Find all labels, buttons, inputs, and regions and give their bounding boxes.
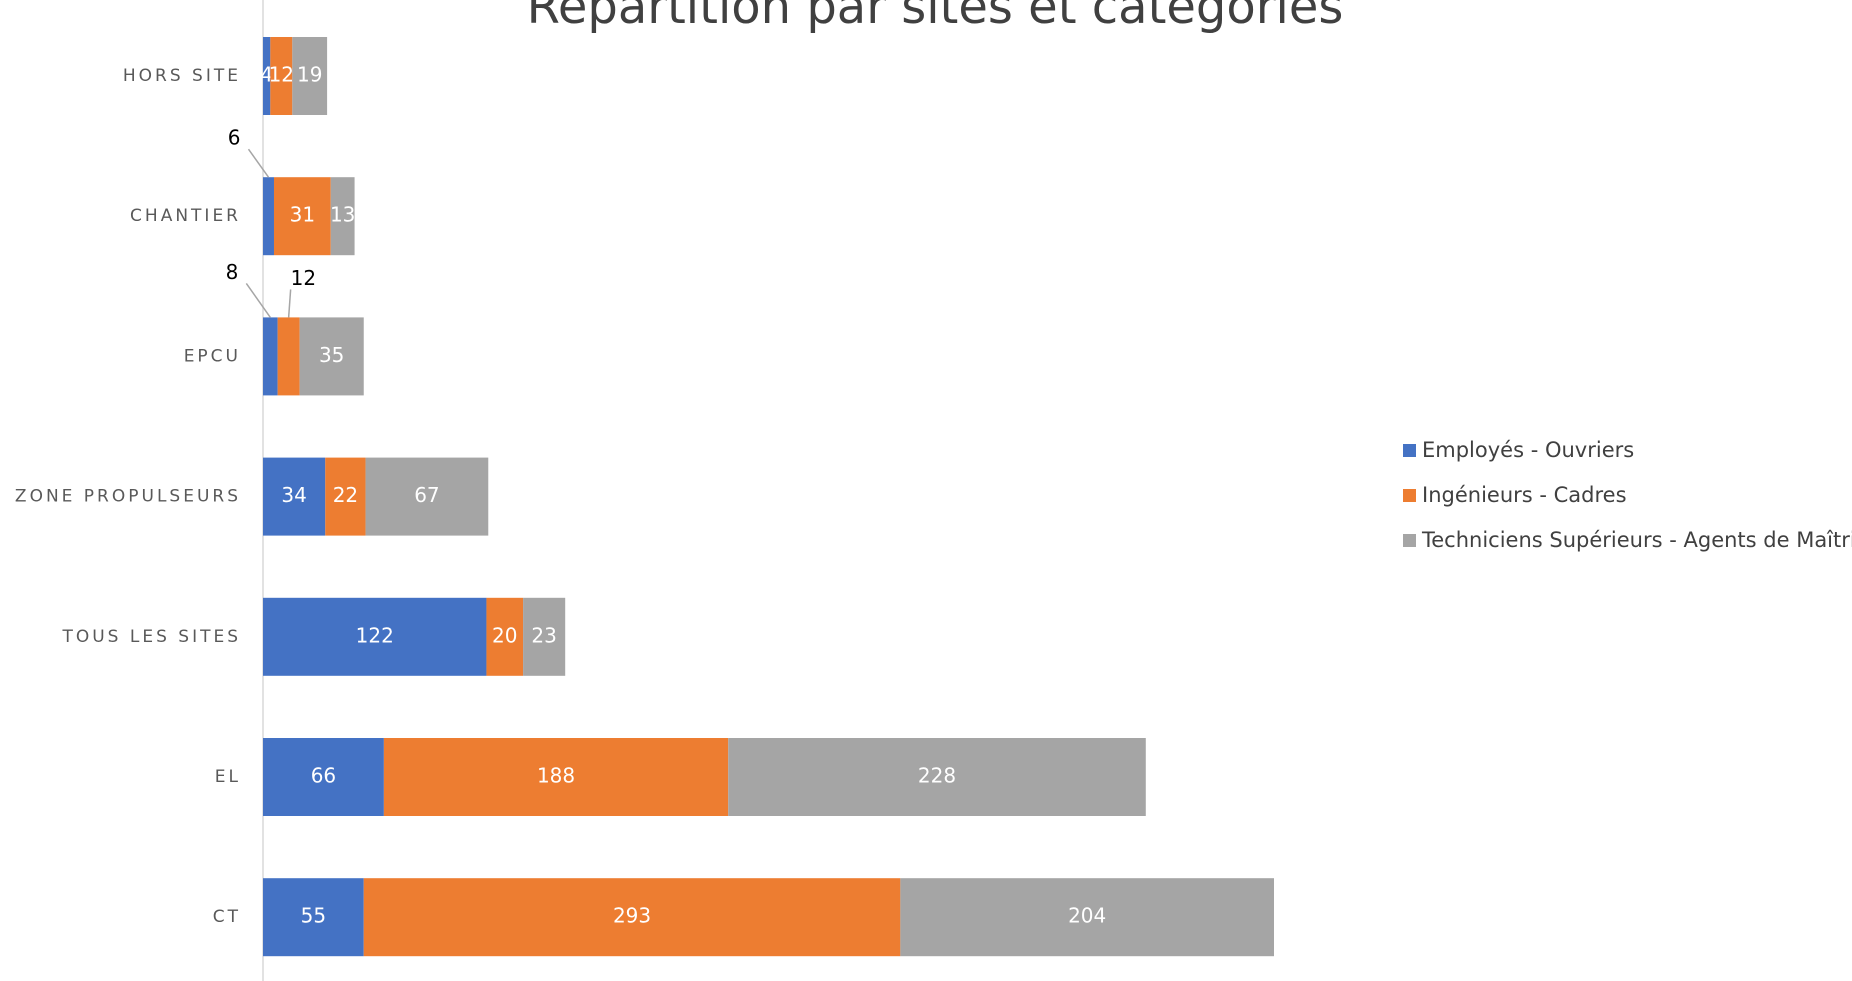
chart-title: Répartition par sites et catégories (527, 0, 1344, 35)
bar-segment (299, 317, 364, 396)
y-tick-label: EPCU (184, 346, 241, 366)
legend-label: Employés - Ouvriers (1422, 438, 1634, 462)
legend-swatch (1403, 489, 1416, 502)
legend-swatch (1403, 444, 1416, 457)
y-tick-label: HORS SITE (123, 66, 241, 86)
bar-segment (263, 317, 278, 396)
data-label: 35 (319, 343, 344, 367)
bar-segment (263, 878, 364, 957)
data-label: 31 (290, 203, 315, 227)
data-label: 19 (297, 63, 322, 87)
data-label: 8 (226, 260, 239, 284)
data-label: 188 (537, 764, 575, 788)
data-label: 12 (291, 266, 316, 290)
data-label: 122 (356, 623, 394, 647)
bar-segment (263, 738, 384, 816)
bar-segment (270, 37, 293, 115)
y-tick-label: TOUS LES SITES (61, 627, 241, 647)
bar-segment (365, 457, 489, 536)
data-label: 22 (333, 483, 358, 507)
legend-swatch (1403, 534, 1416, 547)
leader-line (287, 289, 292, 318)
data-label: 66 (311, 764, 336, 788)
legend-label: Techniciens Supérieurs - Agents de Maîtr… (1421, 528, 1852, 552)
bar-segment (523, 597, 566, 676)
data-label: 12 (269, 63, 294, 87)
bar-segment (263, 37, 271, 115)
y-tick-label: CHANTIER (130, 206, 241, 226)
bar-segment (900, 878, 1274, 957)
bar-segment (363, 878, 901, 957)
y-tick-label: ZONE PROPULSEURS (15, 487, 241, 507)
data-label: 6 (228, 126, 241, 150)
data-label: 293 (613, 904, 651, 928)
bar-segment (383, 738, 729, 816)
data-label: 204 (1068, 904, 1106, 928)
data-label: 34 (281, 483, 306, 507)
y-tick-label: CT (213, 907, 241, 927)
bar-segment (330, 177, 355, 256)
y-tick-label: EL (215, 767, 241, 787)
data-label: 228 (918, 764, 956, 788)
bar-segment (273, 177, 331, 256)
leader-line (245, 282, 271, 318)
data-label: 23 (531, 623, 556, 647)
bar-segment (292, 37, 328, 115)
bar-segment (325, 457, 366, 536)
bar-segment (263, 457, 326, 536)
bar-segment (277, 317, 300, 396)
bar-segment (263, 597, 487, 676)
bar-segment (728, 738, 1146, 816)
leader-line (247, 148, 270, 178)
data-label: 55 (301, 904, 326, 928)
data-label: 20 (492, 623, 517, 647)
data-label: 13 (330, 203, 355, 227)
data-label: 67 (414, 483, 439, 507)
bar-segment (263, 177, 274, 256)
data-label: 4 (260, 63, 273, 87)
bar-segment (486, 597, 524, 676)
legend-label: Ingénieurs - Cadres (1422, 483, 1627, 507)
